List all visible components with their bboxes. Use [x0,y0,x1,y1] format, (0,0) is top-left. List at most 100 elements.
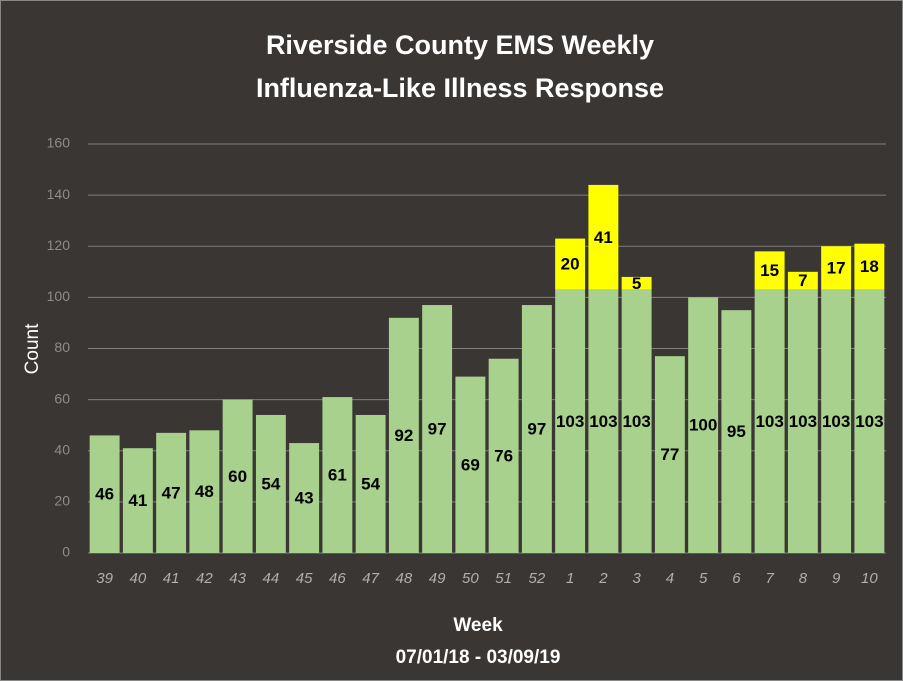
bar-segment [189,430,220,553]
x-tick-label: 39 [96,570,113,587]
x-tick-label: 2 [598,570,608,587]
data-label: 20 [561,255,580,274]
y-tick-label: 20 [54,493,70,509]
bar-segment [322,397,353,553]
data-label: 54 [361,474,380,493]
x-tick-label: 51 [495,570,512,587]
x-tick-label: 10 [861,570,878,587]
data-label: 54 [261,474,280,493]
y-tick-label: 0 [62,544,70,560]
chart-title: Influenza-Like Illness Response [256,73,664,103]
y-axis-label: Count [22,323,43,374]
bar-segment [555,238,586,290]
x-tick-label: 45 [296,570,313,587]
data-label: 103 [822,412,850,431]
bar-segment [688,297,719,553]
bar-segment [488,358,519,553]
data-label: 46 [95,485,114,504]
y-tick-label: 160 [47,135,71,151]
y-tick-label: 120 [47,237,71,253]
y-tick-label: 60 [54,390,70,406]
x-tick-label: 46 [329,570,346,587]
bar-segment [555,289,586,553]
x-axis-label: Week [453,615,503,636]
bar-segment [122,448,153,553]
x-tick-label: 8 [799,570,808,587]
y-tick-label: 80 [54,339,70,355]
x-tick-label: 48 [396,570,413,587]
bar-segment [521,305,552,553]
data-label: 95 [727,422,746,441]
x-tick-label: 6 [732,570,741,587]
bar-segment [654,356,685,553]
x-tick-label: 7 [765,570,774,587]
x-tick-label: 44 [263,570,280,587]
x-tick-label: 5 [699,570,708,587]
x-tick-label: 52 [529,570,546,587]
x-tick-label: 47 [362,570,379,587]
bar-segment [355,414,386,553]
bar-segment [255,414,286,553]
data-label: 103 [556,412,584,431]
x-tick-label: 4 [666,570,674,587]
subtitle: 07/01/18 - 03/09/19 [396,647,561,668]
data-label: 103 [789,412,817,431]
bar-segment [787,271,818,290]
data-label: 103 [755,412,783,431]
data-label: 97 [428,420,447,439]
data-label: 92 [394,426,413,445]
chart-title: Riverside County EMS Weekly [266,30,654,60]
data-label: 5 [632,274,641,293]
data-label: 61 [328,466,347,485]
x-tick-label: 3 [632,570,641,587]
x-tick-label: 43 [229,570,246,587]
data-label: 41 [594,228,613,247]
data-label: 60 [228,467,247,486]
data-label: 76 [494,446,513,465]
data-label: 41 [128,491,147,510]
bar-segment [621,289,652,553]
x-tick-label: 41 [163,570,180,587]
data-label: 103 [589,412,617,431]
data-label: 18 [860,257,879,276]
bar-segment [854,289,885,553]
data-label: 15 [760,261,779,280]
bar-segment [821,289,852,553]
data-label: 77 [660,445,679,464]
data-label: 97 [527,420,546,439]
x-tick-label: 50 [462,570,479,587]
data-label: 100 [689,416,717,435]
bar-segment [422,305,453,553]
bar-segment [455,376,486,553]
data-label: 43 [295,489,314,508]
bar-segment [89,435,120,553]
y-tick-label: 140 [47,186,71,202]
bar-segment [754,289,785,553]
bar-segment [821,246,852,290]
data-label: 7 [798,271,807,290]
data-label: 48 [195,482,214,501]
bar-segment [588,184,619,290]
y-tick-label: 40 [54,441,70,457]
bar-segment [588,289,619,553]
bar-segment [388,317,419,553]
data-label: 17 [827,258,846,277]
x-tick-label: 42 [196,570,213,587]
bar-segment [854,243,885,290]
y-tick-label: 100 [47,288,71,304]
data-label: 103 [855,412,883,431]
bar-segment [156,432,187,553]
data-label: 47 [162,483,181,502]
x-tick-label: 49 [429,570,446,587]
bar-segment [289,443,320,553]
bar-segment [621,276,652,290]
x-tick-label: 1 [566,570,574,587]
x-tick-label: 40 [130,570,147,587]
bar-segment [222,399,253,553]
bar-segment [754,251,785,290]
bar-segment [721,310,752,553]
data-label: 103 [622,412,650,431]
data-label: 69 [461,455,480,474]
